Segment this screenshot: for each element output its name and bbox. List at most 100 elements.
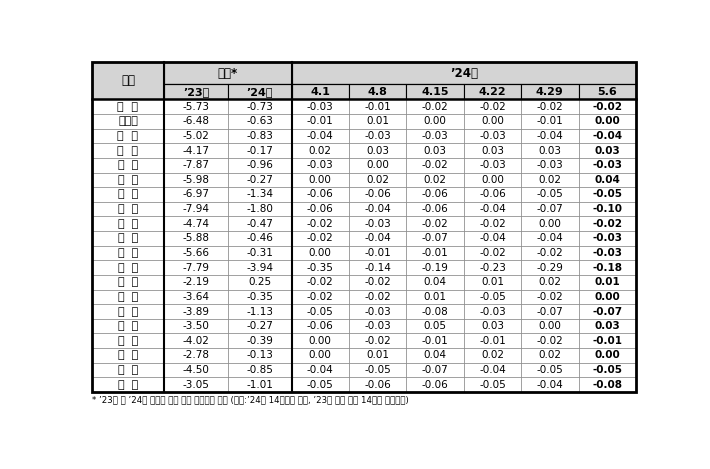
Bar xyxy=(164,378,228,392)
Text: -0.04: -0.04 xyxy=(537,380,563,390)
Bar xyxy=(349,333,406,348)
Text: -0.03: -0.03 xyxy=(537,160,563,170)
Text: -7.94: -7.94 xyxy=(182,204,209,214)
Bar xyxy=(464,319,521,333)
Text: -4.74: -4.74 xyxy=(182,219,209,229)
Text: -0.05: -0.05 xyxy=(307,380,334,390)
Text: -0.03: -0.03 xyxy=(364,219,391,229)
Bar xyxy=(521,289,579,304)
Bar xyxy=(579,260,636,275)
Bar xyxy=(349,348,406,363)
Bar xyxy=(349,260,406,275)
Bar xyxy=(579,173,636,187)
Text: -0.06: -0.06 xyxy=(307,321,334,331)
Bar xyxy=(92,158,164,173)
Bar xyxy=(292,216,349,231)
Text: -0.02: -0.02 xyxy=(537,102,563,112)
Text: 0.00: 0.00 xyxy=(424,116,447,126)
Text: -0.07: -0.07 xyxy=(422,365,449,375)
Text: -0.04: -0.04 xyxy=(479,365,506,375)
Text: -7.87: -7.87 xyxy=(182,160,209,170)
Bar xyxy=(464,173,521,187)
Bar xyxy=(349,202,406,216)
Text: -1.01: -1.01 xyxy=(246,380,273,390)
Bar xyxy=(228,260,292,275)
Text: 0.03: 0.03 xyxy=(594,321,620,331)
Text: -0.96: -0.96 xyxy=(246,160,273,170)
Text: -0.04: -0.04 xyxy=(307,365,334,375)
Bar xyxy=(228,144,292,158)
Bar xyxy=(521,187,579,202)
Bar xyxy=(228,246,292,260)
Text: ’24년: ’24년 xyxy=(449,67,478,80)
Text: 제  주: 제 주 xyxy=(118,380,138,390)
Text: -0.03: -0.03 xyxy=(364,131,391,141)
Bar xyxy=(164,348,228,363)
Bar xyxy=(464,231,521,246)
Bar xyxy=(164,319,228,333)
Bar xyxy=(164,260,228,275)
Text: -0.35: -0.35 xyxy=(307,263,334,272)
Bar xyxy=(228,84,292,99)
Text: -0.04: -0.04 xyxy=(537,234,563,243)
Text: -0.02: -0.02 xyxy=(537,292,563,302)
Bar xyxy=(292,114,349,129)
Text: 0.03: 0.03 xyxy=(481,321,504,331)
Bar xyxy=(164,99,228,114)
Bar xyxy=(521,114,579,129)
Bar xyxy=(92,144,164,158)
Text: -0.02: -0.02 xyxy=(537,336,563,346)
Text: 0.25: 0.25 xyxy=(248,277,271,287)
Bar xyxy=(164,304,228,319)
Bar xyxy=(292,304,349,319)
Bar xyxy=(406,114,464,129)
Text: -3.05: -3.05 xyxy=(182,380,209,390)
Text: -0.39: -0.39 xyxy=(246,336,273,346)
Bar xyxy=(164,187,228,202)
Text: -4.02: -4.02 xyxy=(182,336,209,346)
Text: -0.29: -0.29 xyxy=(536,263,563,272)
Bar xyxy=(521,319,579,333)
Bar xyxy=(228,231,292,246)
Text: -0.27: -0.27 xyxy=(246,321,273,331)
Text: -0.03: -0.03 xyxy=(592,248,622,258)
Text: -5.73: -5.73 xyxy=(182,102,209,112)
Text: -0.01: -0.01 xyxy=(364,248,391,258)
Text: -3.50: -3.50 xyxy=(182,321,209,331)
Bar xyxy=(521,231,579,246)
Bar xyxy=(92,216,164,231)
Text: -0.04: -0.04 xyxy=(592,131,622,141)
Bar xyxy=(228,378,292,392)
Text: 4.1: 4.1 xyxy=(310,87,330,97)
Text: 0.05: 0.05 xyxy=(424,321,447,331)
Bar xyxy=(164,216,228,231)
Text: -6.48: -6.48 xyxy=(182,116,209,126)
Bar xyxy=(406,84,464,99)
Bar xyxy=(406,378,464,392)
Text: -1.80: -1.80 xyxy=(246,204,273,214)
Text: -0.03: -0.03 xyxy=(479,131,506,141)
Bar xyxy=(292,62,636,84)
Bar xyxy=(579,246,636,260)
Bar xyxy=(406,99,464,114)
Bar xyxy=(464,246,521,260)
Bar xyxy=(406,202,464,216)
Text: 광  주: 광 주 xyxy=(118,219,138,229)
Bar xyxy=(92,114,164,129)
Text: -0.06: -0.06 xyxy=(422,189,449,199)
Text: -0.04: -0.04 xyxy=(364,234,391,243)
Bar xyxy=(406,260,464,275)
Bar xyxy=(579,202,636,216)
Text: -0.03: -0.03 xyxy=(307,160,334,170)
Bar xyxy=(464,260,521,275)
Text: 0.01: 0.01 xyxy=(424,292,447,302)
Bar xyxy=(228,158,292,173)
Bar xyxy=(164,129,228,144)
Bar xyxy=(292,84,349,99)
Text: -0.04: -0.04 xyxy=(364,204,391,214)
Bar xyxy=(521,333,579,348)
Bar xyxy=(579,378,636,392)
Text: -0.01: -0.01 xyxy=(537,116,563,126)
Bar xyxy=(349,378,406,392)
Bar xyxy=(164,333,228,348)
